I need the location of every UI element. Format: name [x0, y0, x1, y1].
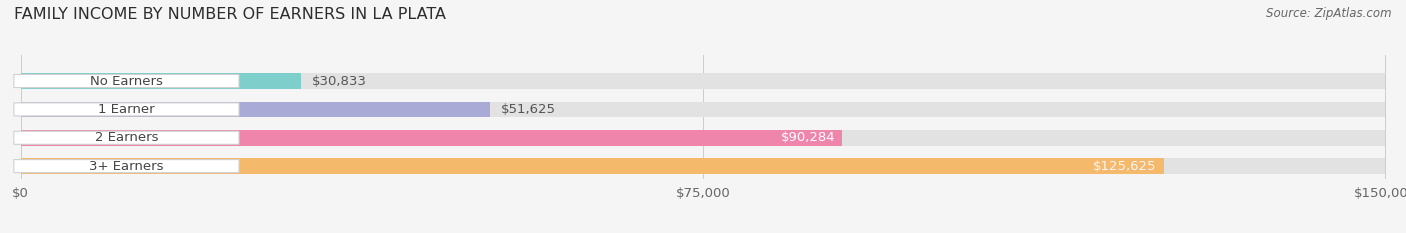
- Text: Source: ZipAtlas.com: Source: ZipAtlas.com: [1267, 7, 1392, 20]
- Bar: [21, 130, 842, 146]
- Bar: [21, 102, 1385, 117]
- Bar: [21, 73, 301, 89]
- Bar: [21, 73, 1385, 89]
- Text: 1 Earner: 1 Earner: [98, 103, 155, 116]
- FancyBboxPatch shape: [14, 75, 239, 88]
- Text: $51,625: $51,625: [502, 103, 557, 116]
- Text: $125,625: $125,625: [1094, 160, 1157, 173]
- FancyBboxPatch shape: [14, 103, 239, 116]
- Bar: [21, 102, 491, 117]
- FancyBboxPatch shape: [14, 160, 239, 173]
- Bar: [21, 130, 1385, 146]
- Text: No Earners: No Earners: [90, 75, 163, 88]
- Text: 2 Earners: 2 Earners: [94, 131, 159, 144]
- Bar: [21, 158, 1164, 174]
- Bar: [21, 158, 1385, 174]
- Text: FAMILY INCOME BY NUMBER OF EARNERS IN LA PLATA: FAMILY INCOME BY NUMBER OF EARNERS IN LA…: [14, 7, 446, 22]
- Text: 3+ Earners: 3+ Earners: [89, 160, 163, 173]
- Text: $90,284: $90,284: [780, 131, 835, 144]
- Text: $30,833: $30,833: [312, 75, 367, 88]
- FancyBboxPatch shape: [14, 131, 239, 144]
